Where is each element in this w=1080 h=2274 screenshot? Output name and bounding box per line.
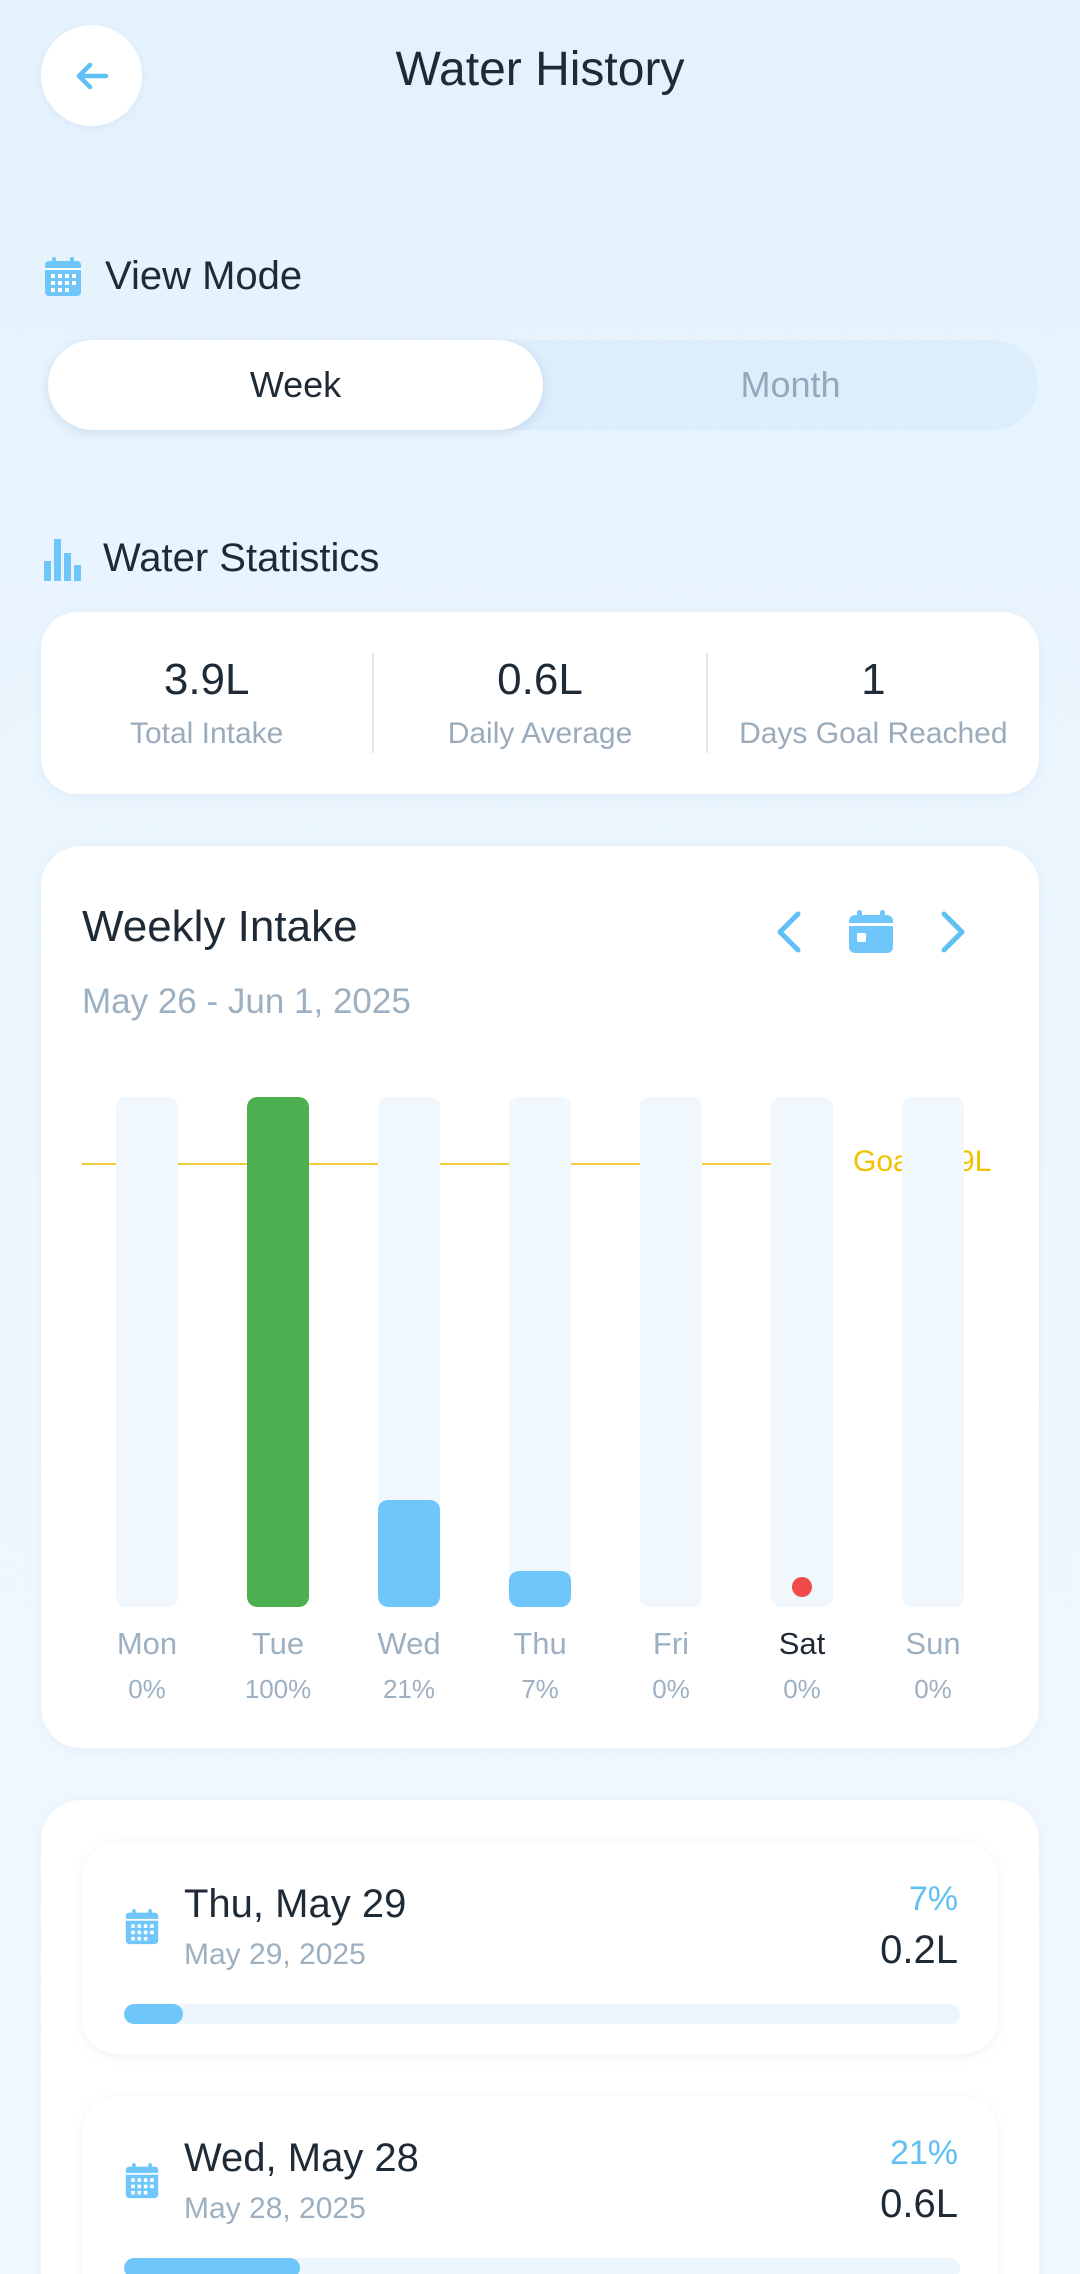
page-title: Water History xyxy=(395,43,685,96)
history-progress-bar xyxy=(124,2004,960,2024)
app-header: Water History xyxy=(0,0,1080,150)
total-intake-stat: 3.9L Total Intake xyxy=(41,655,372,751)
day-label: Tue xyxy=(251,1626,305,1661)
days-goal-reached-stat: 1 Days Goal Reached xyxy=(708,655,1039,751)
day-label: Fri xyxy=(652,1626,690,1661)
bar-track-mon[interactable] xyxy=(116,1097,178,1607)
stat-value: 0.6L xyxy=(497,655,583,704)
history-item[interactable]: Thu, May 29 May 29, 2025 7% 0.2L xyxy=(82,1842,998,2054)
bar-thu xyxy=(509,1571,571,1607)
day-percent-label: 100% xyxy=(244,1674,312,1704)
bar-tue xyxy=(247,1097,309,1607)
day-percent-label: 0% xyxy=(128,1674,166,1704)
bar-track-wed[interactable] xyxy=(378,1097,440,1607)
history-progress-bar xyxy=(124,2258,960,2274)
arrow-left-icon xyxy=(76,62,108,89)
stat-value: 3.9L xyxy=(163,655,250,704)
today-indicator-dot xyxy=(792,1577,812,1597)
day-label: Mon xyxy=(116,1626,178,1661)
view-mode-label: View Mode xyxy=(105,254,303,298)
next-week-button[interactable] xyxy=(923,902,983,962)
daily-average-stat: 0.6L Daily Average xyxy=(374,655,705,751)
day-label: Sat xyxy=(778,1626,826,1661)
bar-track-thu[interactable] xyxy=(509,1097,571,1607)
day-percent-label: 21% xyxy=(382,1674,436,1704)
chevron-left-icon xyxy=(777,911,801,953)
bar-track-fri[interactable] xyxy=(640,1097,702,1607)
history-progress-fill xyxy=(124,2258,300,2274)
water-statistics-label: Water Statistics xyxy=(103,536,380,580)
calendar-icon xyxy=(125,1909,159,1945)
bar-chart-icon xyxy=(44,538,81,581)
stat-label: Daily Average xyxy=(447,717,633,750)
history-day-amount: 0.2L xyxy=(880,1928,958,1972)
chevron-right-icon xyxy=(941,911,965,953)
bar-track-sat[interactable] xyxy=(771,1097,833,1607)
history-day-percent: 7% xyxy=(908,1880,958,1918)
water-statistics-heading: Water Statistics xyxy=(43,536,379,581)
calendar-icon xyxy=(125,2163,159,2199)
history-day-percent: 21% xyxy=(889,2134,958,2172)
history-item[interactable]: Wed, May 28 May 28, 2025 21% 0.6L xyxy=(82,2096,998,2274)
day-percent-label: 0% xyxy=(652,1674,690,1704)
calendar-icon xyxy=(45,256,81,296)
bar-track-sun[interactable] xyxy=(902,1097,964,1607)
week-tab[interactable]: Week xyxy=(48,340,543,430)
day-percent-label: 0% xyxy=(783,1674,821,1704)
history-day-amount: 0.6L xyxy=(880,2182,958,2226)
day-label: Sun xyxy=(905,1626,961,1661)
day-percent-label: 0% xyxy=(914,1674,952,1704)
view-mode-toggle: Week Month xyxy=(48,340,1038,430)
stat-value: 1 xyxy=(861,655,886,704)
day-label: Wed xyxy=(377,1626,441,1661)
weekly-intake-title: Weekly Intake xyxy=(82,902,358,951)
stat-label: Total Intake xyxy=(129,717,284,750)
history-day-title: Thu, May 29 xyxy=(184,1882,407,1926)
weekly-intake-card: Weekly Intake May 26 - Jun 1, 2025 Goal:… xyxy=(41,846,1039,1748)
history-day-title: Wed, May 28 xyxy=(184,2136,419,2180)
goal-line xyxy=(82,1163,829,1166)
stat-label: Days Goal Reached xyxy=(739,717,1008,750)
month-tab[interactable]: Month xyxy=(740,364,841,405)
day-label: Thu xyxy=(513,1626,567,1661)
statistics-card: 3.9L Total Intake 0.6L Daily Average 1 D… xyxy=(41,612,1039,794)
week-range: May 26 - Jun 1, 2025 xyxy=(82,982,411,1021)
daily-history-card: Thu, May 29 May 29, 2025 7% 0.2L Wed, Ma… xyxy=(41,1800,1039,2274)
calendar-picker-button[interactable] xyxy=(841,902,901,962)
back-button[interactable] xyxy=(41,25,142,126)
history-day-date: May 28, 2025 xyxy=(184,2192,366,2225)
history-day-date: May 29, 2025 xyxy=(184,1938,366,1971)
bar-track-tue[interactable] xyxy=(247,1097,309,1607)
calendar-icon xyxy=(849,910,893,953)
bar-wed xyxy=(378,1499,440,1607)
day-percent-label: 7% xyxy=(521,1674,559,1704)
history-progress-fill xyxy=(124,2004,183,2024)
divider xyxy=(372,653,375,753)
previous-week-button[interactable] xyxy=(759,902,819,962)
view-mode-heading: View Mode xyxy=(43,254,302,299)
divider xyxy=(705,653,708,753)
